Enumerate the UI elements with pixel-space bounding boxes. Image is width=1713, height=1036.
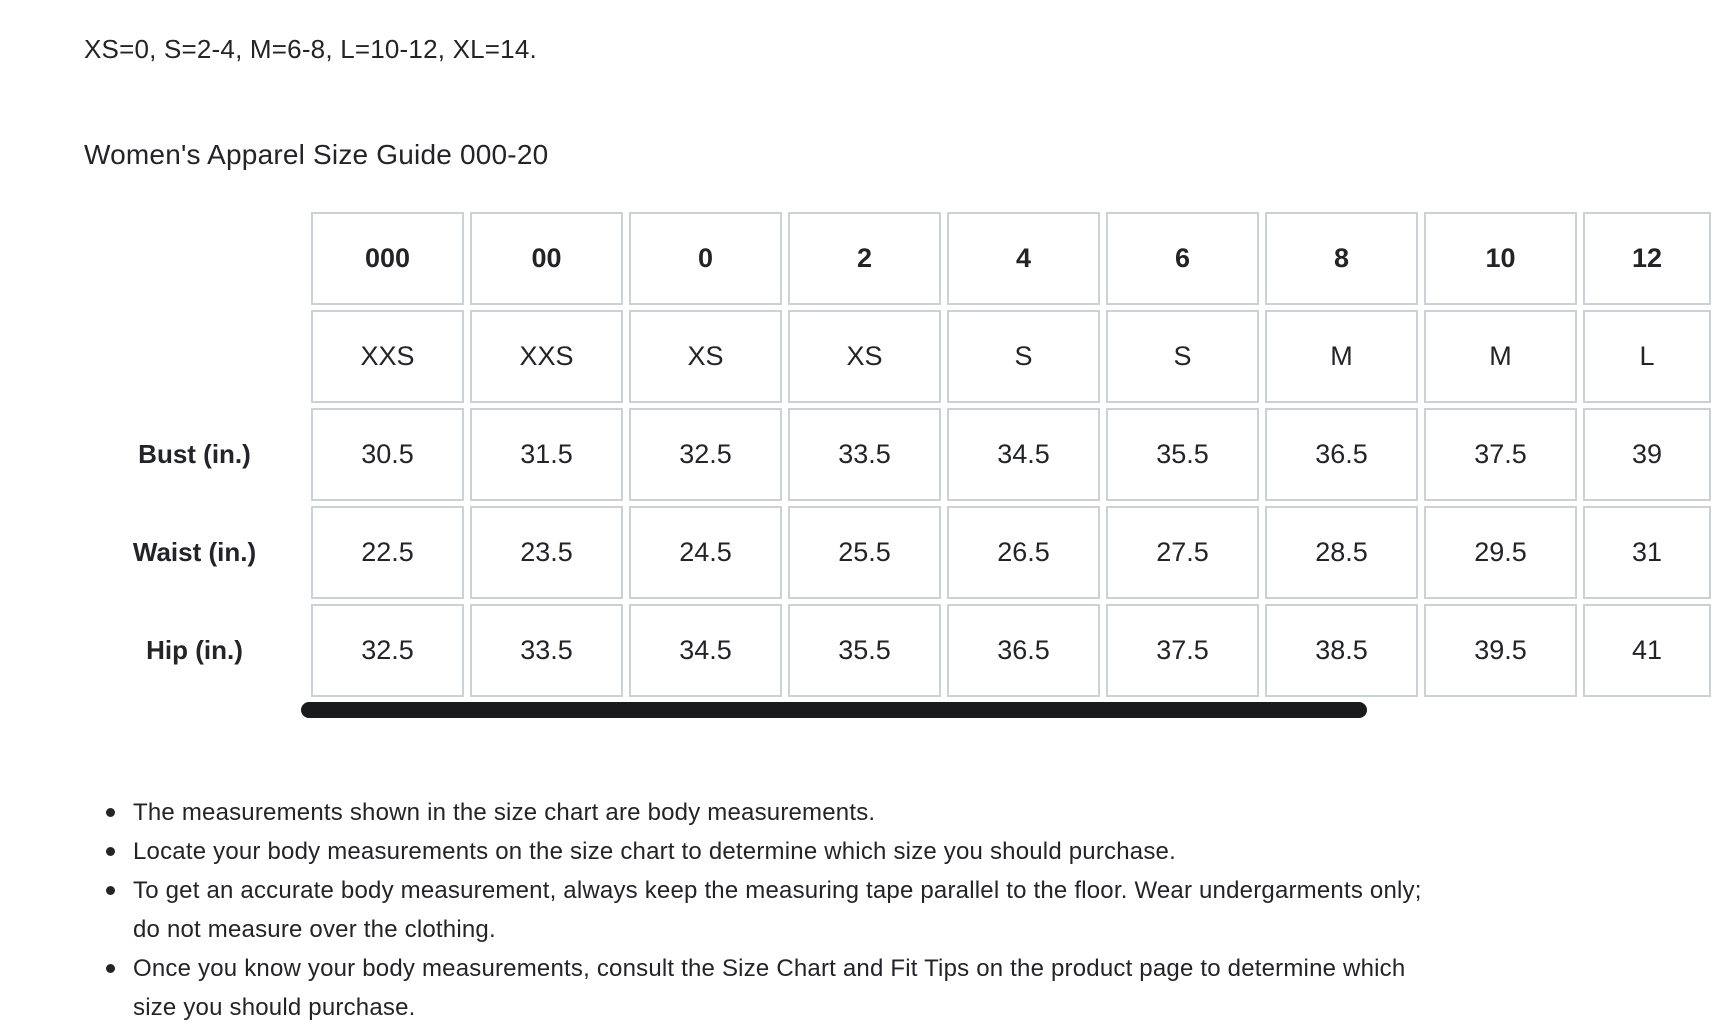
- note-item: Locate your body measurements on the siz…: [84, 832, 1713, 871]
- measurement-cell: 29.5: [1424, 506, 1577, 599]
- measurement-cell: 41: [1583, 604, 1711, 697]
- alpha-size-cell: XXS: [470, 310, 623, 403]
- size-header-cell: 4: [947, 212, 1100, 305]
- bullet-dot: [106, 847, 115, 856]
- note-text: Locate your body measurements on the siz…: [133, 838, 1176, 865]
- measurement-cell: 37.5: [1106, 604, 1259, 697]
- alpha-size-cell: M: [1424, 310, 1577, 403]
- bullet-dot: [106, 964, 115, 973]
- measurement-cell: 32.5: [629, 408, 782, 501]
- size-header-cell: 2: [788, 212, 941, 305]
- alpha-size-cell: S: [947, 310, 1100, 403]
- measurement-cell: 39.5: [1424, 604, 1577, 697]
- note-text: do not measure over the clothing.: [133, 916, 496, 943]
- measurement-cell: 31: [1583, 506, 1711, 599]
- measurement-cell: 35.5: [1106, 408, 1259, 501]
- row-label-hip: Hip (in.): [146, 635, 243, 665]
- alpha-size-cell: S: [1106, 310, 1259, 403]
- measurement-cell: 36.5: [1265, 408, 1418, 501]
- measurement-cell: 35.5: [788, 604, 941, 697]
- measurement-cell: 28.5: [1265, 506, 1418, 599]
- measurement-cell: 26.5: [947, 506, 1100, 599]
- horizontal-scrollbar-thumb[interactable]: [301, 702, 1367, 718]
- measurement-cell: 31.5: [470, 408, 623, 501]
- alpha-size-cell: XXS: [311, 310, 464, 403]
- measurement-cell: 30.5: [311, 408, 464, 501]
- bullet-dot: [106, 886, 115, 895]
- size-header-cell: 6: [1106, 212, 1259, 305]
- size-header-cell: 0: [629, 212, 782, 305]
- measurement-cell: 34.5: [629, 604, 782, 697]
- measurement-cell: 39: [1583, 408, 1711, 501]
- size-header-cell: 10: [1424, 212, 1577, 305]
- alpha-size-cell: M: [1265, 310, 1418, 403]
- page-title: Women's Apparel Size Guide 000-20: [84, 139, 549, 170]
- note-item: The measurements shown in the size chart…: [84, 793, 1713, 832]
- note-text: Once you know your body measurements, co…: [133, 955, 1406, 982]
- size-header-cell: 000: [311, 212, 464, 305]
- row-label-bust: Bust (in.): [138, 439, 251, 469]
- measurement-cell: 22.5: [311, 506, 464, 599]
- measurement-cell: 33.5: [788, 408, 941, 501]
- row-label-waist: Waist (in.): [132, 537, 257, 567]
- bullet-dot: [106, 808, 115, 817]
- measurement-cell: 36.5: [947, 604, 1100, 697]
- measurement-cell: 33.5: [470, 604, 623, 697]
- size-header-cell: 8: [1265, 212, 1418, 305]
- note-item: To get an accurate body measurement, alw…: [84, 871, 1713, 949]
- measurement-cell: 27.5: [1106, 506, 1259, 599]
- alpha-size-cell: XS: [788, 310, 941, 403]
- measurement-cell: 38.5: [1265, 604, 1418, 697]
- row-label-spacer: [84, 310, 305, 403]
- size-equivalence-text: XS=0, S=2-4, M=6-8, L=10-12, XL=14.: [84, 34, 537, 64]
- size-table-scroll-area[interactable]: 000 00 0 2 4 6 8 10 12 XXS XXS XS XS S S…: [84, 212, 1713, 697]
- alpha-size-cell: L: [1583, 310, 1711, 403]
- note-text: size you should purchase.: [133, 994, 416, 1021]
- measurement-cell: 37.5: [1424, 408, 1577, 501]
- measurement-cell: 32.5: [311, 604, 464, 697]
- note-text: To get an accurate body measurement, alw…: [133, 877, 1422, 904]
- measurement-cell: 34.5: [947, 408, 1100, 501]
- note-text: The measurements shown in the size chart…: [133, 799, 876, 826]
- alpha-size-cell: XS: [629, 310, 782, 403]
- size-header-cell: 00: [470, 212, 623, 305]
- row-label-spacer: [84, 212, 305, 305]
- size-header-cell: 12: [1583, 212, 1711, 305]
- measurement-cell: 24.5: [629, 506, 782, 599]
- size-guide-notes: The measurements shown in the size chart…: [84, 793, 1713, 1027]
- note-item: Once you know your body measurements, co…: [84, 949, 1713, 1027]
- measurement-cell: 23.5: [470, 506, 623, 599]
- measurement-cell: 25.5: [788, 506, 941, 599]
